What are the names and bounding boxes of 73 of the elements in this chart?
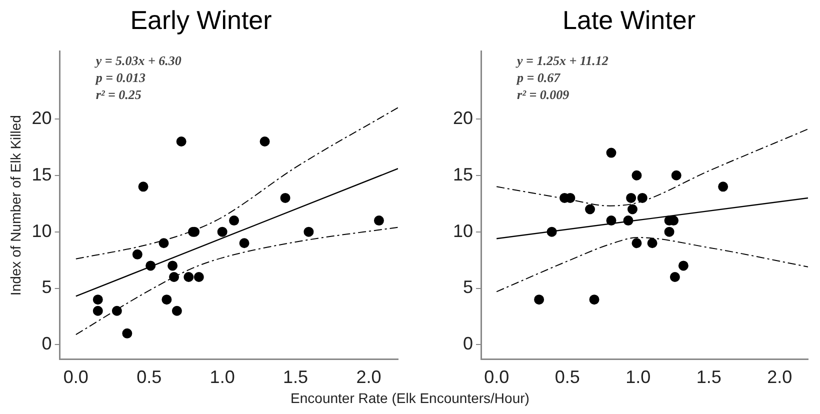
point: [718, 182, 728, 192]
point: [606, 216, 616, 226]
y-tick-label: 10: [452, 220, 474, 241]
y-tick-label: 20: [452, 108, 474, 128]
x-tick-label: 0.0: [484, 367, 510, 388]
point: [626, 192, 636, 203]
y-tick-label: 5: [42, 277, 52, 298]
point: [194, 272, 204, 282]
point: [637, 192, 648, 203]
point: [184, 272, 194, 282]
point: [632, 170, 642, 180]
y-tick-label: 0: [463, 334, 474, 354]
annotation: r² = 0.25: [96, 87, 142, 102]
x-tick-label: 1.0: [210, 367, 235, 388]
point: [112, 306, 122, 316]
x-tick-label: 0.5: [136, 367, 162, 388]
y-tick-label: 20: [32, 108, 52, 128]
annotation: p = 0.013: [94, 70, 146, 86]
x-tick-label: 2.0: [767, 367, 792, 388]
x-tick-label: 1.0: [626, 367, 651, 388]
chart-title: Early Winter: [130, 4, 272, 35]
point: [304, 226, 314, 237]
point: [589, 294, 600, 305]
point: [92, 306, 103, 316]
y-axis-title: Index of Number of Elk Killed: [7, 115, 24, 296]
point: [172, 306, 182, 316]
y-tick-label: 15: [452, 164, 474, 184]
y-tick-label: 15: [32, 164, 52, 184]
line-series: [496, 236, 808, 292]
point: [132, 249, 142, 260]
y-tick-label: 5: [463, 277, 474, 298]
point: [647, 238, 658, 248]
point: [158, 238, 169, 248]
point: [239, 238, 250, 248]
x-tick-label: 1.5: [696, 367, 722, 388]
point: [623, 216, 634, 226]
annotation: p = 0.67: [516, 70, 561, 86]
annotation: r² = 0.009: [517, 87, 570, 102]
point: [585, 204, 596, 214]
point: [168, 260, 178, 271]
point: [671, 170, 682, 180]
annotation: y = 1.25x + 11.12: [515, 53, 609, 68]
x-axis-title: Encounter Rate (Elk Encounters/Hour): [290, 390, 530, 406]
x-tick-label: 0.0: [63, 367, 88, 388]
line-series: [75, 107, 398, 260]
point: [534, 294, 544, 305]
point: [229, 216, 240, 226]
line-series: [75, 226, 398, 336]
point: [632, 238, 642, 248]
point: [217, 226, 228, 237]
annotation: y = 5.03x + 6.30: [94, 53, 182, 68]
point: [546, 226, 557, 237]
chart-title: Late Winter: [562, 4, 696, 35]
x-tick-label: 1.5: [283, 367, 308, 388]
point: [664, 226, 674, 237]
x-tick-label: 2.0: [356, 367, 382, 388]
point: [606, 148, 616, 158]
point: [627, 204, 638, 214]
y-tick-label: 10: [32, 220, 52, 241]
point: [122, 328, 132, 338]
point: [260, 136, 270, 147]
y-tick-label: 0: [42, 334, 52, 354]
x-tick-label: 0.5: [554, 367, 580, 388]
point: [162, 294, 172, 305]
point: [678, 260, 688, 271]
point: [92, 294, 103, 305]
point: [138, 182, 148, 192]
point: [169, 272, 180, 282]
point: [176, 136, 186, 147]
point: [280, 192, 290, 203]
point: [374, 216, 384, 226]
point: [146, 260, 156, 271]
point: [670, 272, 680, 282]
